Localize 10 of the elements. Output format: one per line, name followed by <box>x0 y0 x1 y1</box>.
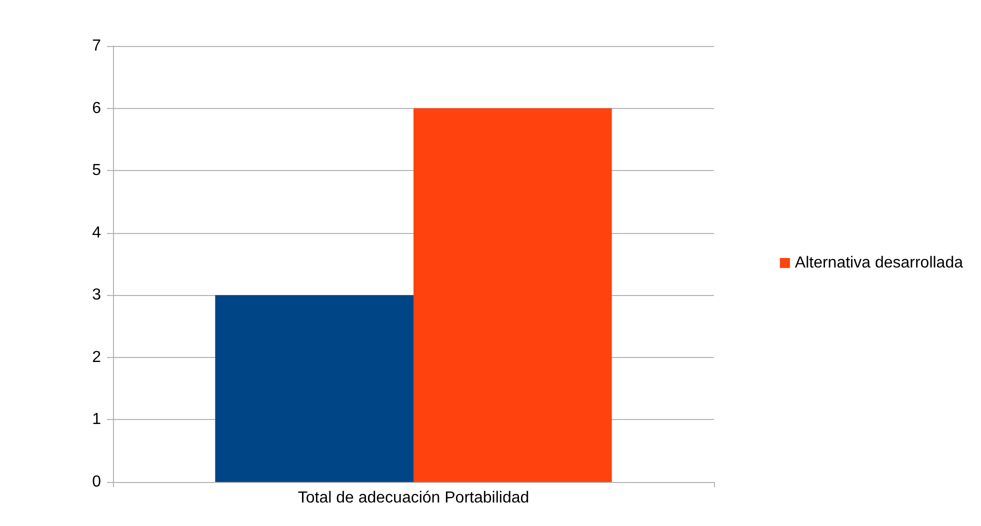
x-tick-label: Total de adecuación Portabilidad <box>298 490 530 506</box>
y-tick-label: 3 <box>92 286 102 304</box>
y-tick-label: 4 <box>92 224 102 242</box>
y-tick-label: 6 <box>92 100 102 117</box>
y-tick-label: 2 <box>92 348 102 366</box>
y-tick-label: 0 <box>92 474 102 490</box>
y-tick-label: 5 <box>92 162 102 180</box>
legend-label: Alternativa desarrollada <box>794 254 964 272</box>
y-tick-label: 1 <box>92 411 102 428</box>
y-tick-label: 7 <box>92 38 102 54</box>
